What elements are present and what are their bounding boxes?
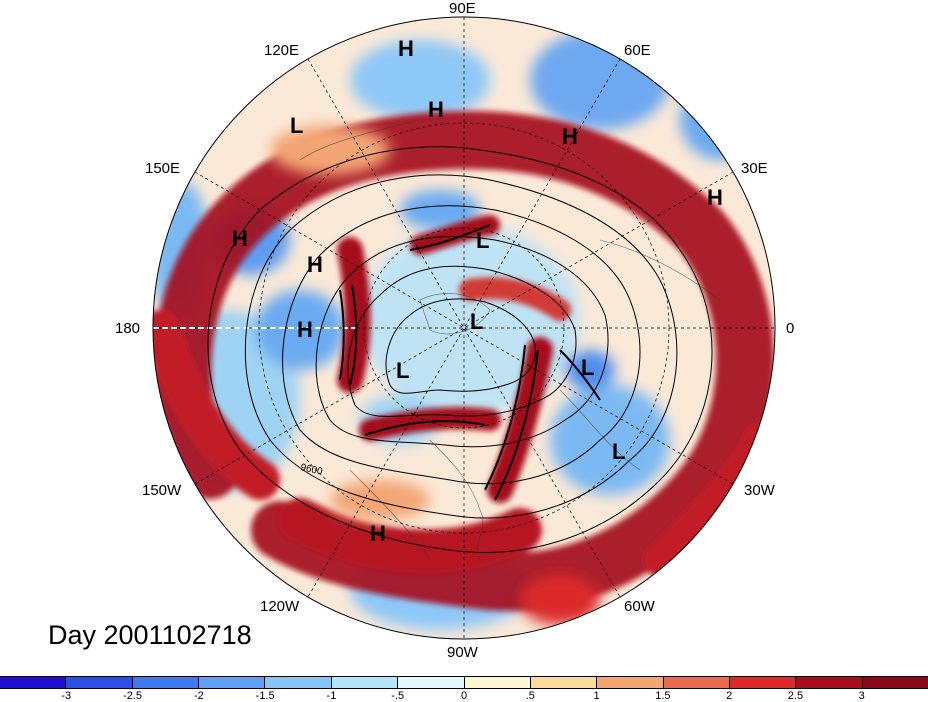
colorbar: [0, 676, 928, 689]
colorbar-tick-label: 2.5: [787, 690, 804, 702]
high-pressure-marker: H: [232, 226, 248, 251]
lon-label-30w: 30W: [744, 482, 775, 499]
colorbar-tick-label: -.5: [391, 690, 405, 702]
contour-label: 9600: [299, 462, 323, 477]
colorbar-swatch: [663, 677, 730, 688]
colorbar-swatch: [132, 677, 200, 688]
high-pressure-marker: H: [707, 185, 723, 210]
colorbar-tick-label: 1: [593, 690, 600, 702]
lon-label-60e: 60E: [624, 42, 651, 59]
low-pressure-marker: L: [476, 228, 490, 253]
colorbar-tick-label: -2: [193, 690, 204, 702]
colorbar-tick-label: .5: [525, 690, 535, 702]
colorbar-swatch: [265, 677, 332, 688]
high-pressure-marker: H: [297, 317, 313, 342]
colorbar-swatch: [398, 677, 465, 688]
high-pressure-marker: H: [428, 97, 444, 122]
high-pressure-marker: H: [370, 521, 386, 546]
colorbar-swatch: [464, 677, 531, 688]
low-pressure-marker: L: [612, 439, 626, 464]
lon-label-90w: 90W: [447, 644, 478, 661]
colorbar-swatch: [331, 677, 399, 688]
coastlines: [299, 119, 721, 561]
lon-label-150w: 150W: [142, 482, 182, 499]
anomaly-shading: [153, 17, 775, 639]
lon-label-60w: 60W: [624, 598, 655, 615]
colorbar-swatch: [199, 677, 266, 688]
colorbar-tick-label: 3: [858, 690, 865, 702]
high-pressure-marker: H: [307, 252, 323, 277]
low-pressure-marker: L: [581, 355, 595, 380]
lon-label-180: 180: [115, 320, 141, 337]
colorbar-swatch: [796, 677, 863, 688]
colorbar-tick-label: -2.5: [123, 690, 143, 702]
colorbar-swatch: [0, 677, 67, 688]
map-boundary: [152, 16, 776, 640]
lon-label-120e: 120E: [264, 42, 300, 59]
height-contours: [207, 146, 713, 553]
colorbar-swatch: [530, 677, 598, 688]
low-pressure-marker: L: [396, 358, 410, 383]
colorbar-swatch: [729, 677, 797, 688]
colorbar-tick-label: -3: [61, 690, 72, 702]
colorbar-tick-label: -1: [326, 690, 337, 702]
colorbar-tick-label: -1.5: [255, 690, 275, 702]
colorbar-tick-label: 0: [460, 690, 468, 702]
lon-label-90e: 90E: [449, 0, 476, 17]
colorbar-tick-label: 1.5: [655, 690, 671, 702]
lon-label-150e: 150E: [145, 160, 181, 177]
colorbar-swatch: [597, 677, 664, 688]
high-pressure-marker: H: [398, 36, 414, 61]
lon-label-120w: 120W: [260, 598, 300, 615]
day-title: Day 2001102718: [48, 620, 252, 650]
lon-label-0: 0: [786, 320, 795, 337]
low-pressure-marker: L: [290, 113, 304, 138]
colorbar-swatch: [66, 677, 133, 688]
lon-label-30e: 30E: [741, 160, 768, 177]
high-pressure-marker: H: [562, 124, 578, 149]
low-pressure-marker: L: [470, 309, 484, 334]
colorbar-tick-label: 2: [726, 690, 733, 702]
colorbar-swatch: [862, 677, 928, 688]
